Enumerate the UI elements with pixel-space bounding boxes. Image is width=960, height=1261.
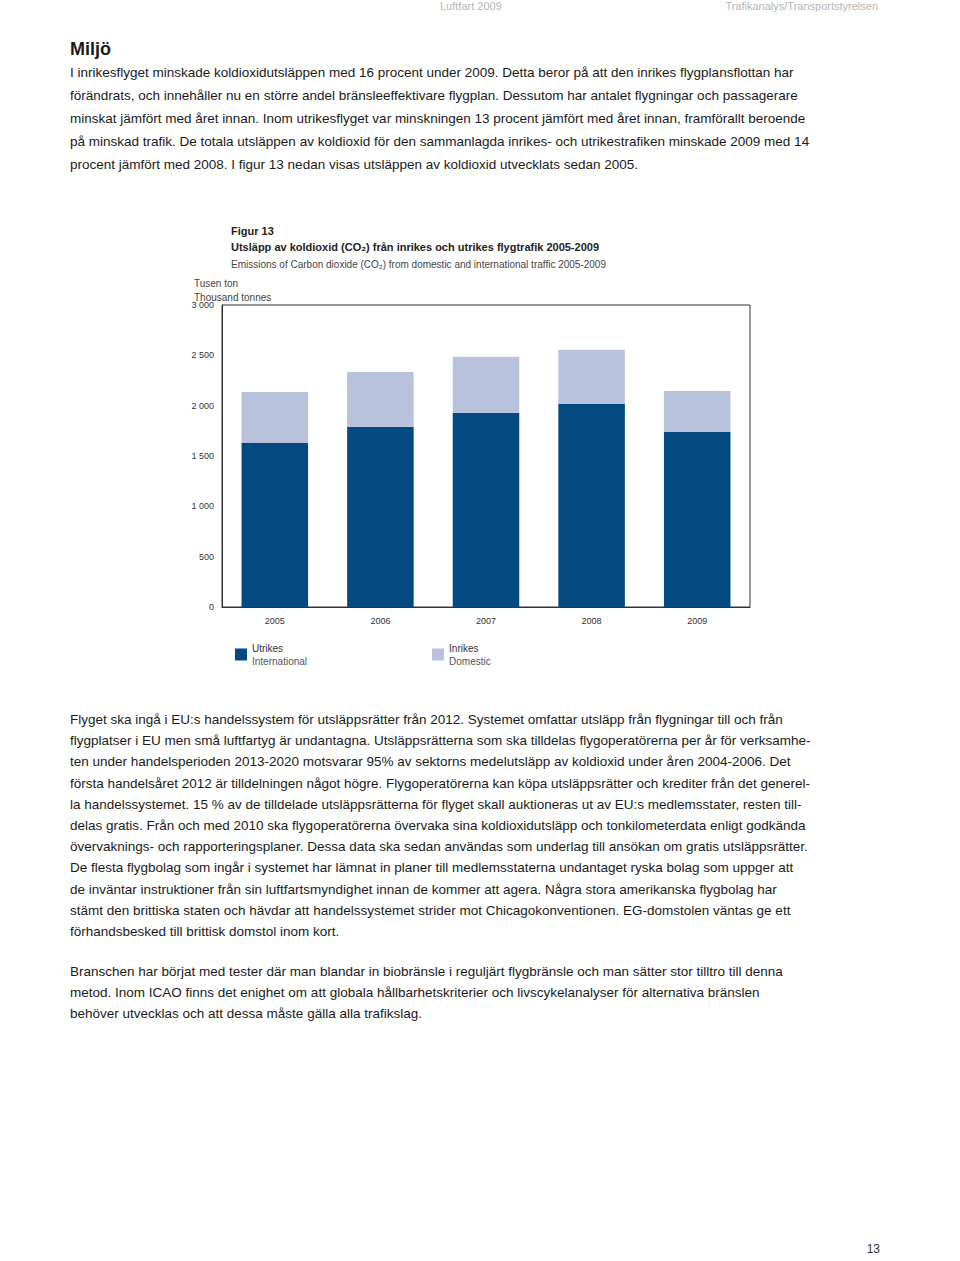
- svg-text:1 000: 1 000: [191, 501, 214, 511]
- svg-text:2 500: 2 500: [191, 350, 214, 360]
- html-text:förändrats, och innehåller nu: förändrats, och innehåller nu en större …: [70, 88, 798, 103]
- svg-text:Utsläpp av koldioxid (CO₂) frå: Utsläpp av koldioxid (CO₂) från inrikes …: [231, 241, 599, 253]
- svg-text:2 000: 2 000: [191, 401, 214, 411]
- html-text:övervaknings- och rapportering: övervaknings- och rapporteringsplaner. D…: [70, 839, 808, 855]
- html-text:13: 13: [866, 1242, 880, 1256]
- svg-text:Figur 13: Figur 13: [231, 225, 274, 237]
- svg-text:Thousand tonnes: Thousand tonnes: [194, 292, 271, 303]
- html-text:Luftfart 2009: Luftfart 2009: [440, 0, 502, 12]
- svg-text:0: 0: [209, 602, 214, 612]
- html-text:la handelssystemet. 15 % av de: la handelssystemet. 15 % av de tilldelad…: [70, 796, 802, 812]
- svg-text:2005: 2005: [265, 616, 285, 626]
- html-text:förhandsbesked till brittisk d: förhandsbesked till brittisk domstol ino…: [70, 924, 340, 939]
- svg-text:2007: 2007: [476, 616, 496, 626]
- html-text:de inväntar instruktioner från: de inväntar instruktioner från sin luftf…: [70, 881, 777, 897]
- html-text:procent jämfört med 2008. I fi: procent jämfört med 2008. I figur 13 ned…: [70, 157, 639, 172]
- html-text:första handelsåret 2012 är til: första handelsåret 2012 är tilldelningen…: [70, 775, 810, 791]
- html-text:Branschen har börjat med teste: Branschen har börjat med tester där man …: [70, 964, 783, 979]
- html-text:De flesta flygbolag som ingår: De flesta flygbolag som ingår i systemet…: [70, 860, 794, 876]
- html-text:minskat jämfört med året innan: minskat jämfört med året innan. Inom utr…: [70, 111, 806, 126]
- svg-text:2008: 2008: [582, 616, 602, 626]
- svg-text:3 000: 3 000: [191, 300, 214, 310]
- svg-text:1 500: 1 500: [191, 451, 214, 461]
- html-text:ten under handelsperioden 2013: ten under handelsperioden 2013-2020 mots…: [70, 754, 791, 770]
- svg-text:Utrikes: Utrikes: [252, 643, 283, 654]
- svg-text:2009: 2009: [687, 616, 707, 626]
- html-text:flygplatser i EU men små luftf: flygplatser i EU men små luftfartyg är u…: [70, 733, 811, 749]
- svg-text:Emissions of Carbon dioxide (C: Emissions of Carbon dioxide (CO₂) from d…: [231, 259, 606, 270]
- svg-text:Tusen ton: Tusen ton: [194, 278, 238, 289]
- svg-text:2006: 2006: [370, 616, 390, 626]
- html-text:Flyget ska ingå i EU:s handels: Flyget ska ingå i EU:s handelssystem för…: [70, 712, 783, 727]
- html-text:på minskad trafik. De totala u: på minskad trafik. De totala utsläppen a…: [70, 134, 810, 149]
- svg-text:500: 500: [199, 552, 214, 562]
- html-text:stämt den brittiska staten och: stämt den brittiska staten och hävdar at…: [70, 902, 791, 918]
- html-text:I inrikesflyget minskade koldi: I inrikesflyget minskade koldioxidutsläp…: [70, 65, 794, 80]
- html-text:Miljö: Miljö: [70, 39, 111, 59]
- html-text:delas gratis. Från och med 201: delas gratis. Från och med 2010 ska flyg…: [70, 818, 806, 833]
- svg-text:Inrikes: Inrikes: [449, 643, 478, 654]
- html-text:behöver utvecklas och att dess: behöver utvecklas och att dessa måste gä…: [70, 1006, 422, 1022]
- html-text:metod. Inom ICAO finns det eni: metod. Inom ICAO finns det enighet om at…: [70, 985, 760, 1001]
- svg-text:Domestic: Domestic: [449, 656, 491, 667]
- svg-text:International: International: [252, 656, 307, 667]
- html-text:Trafikanalys/Transportstyrelse: Trafikanalys/Transportstyrelsen: [725, 0, 878, 12]
